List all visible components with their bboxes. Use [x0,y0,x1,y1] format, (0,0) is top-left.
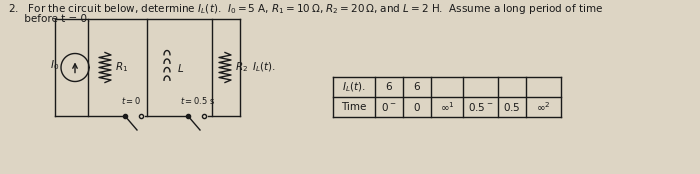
Text: $I_L(t).$: $I_L(t).$ [252,61,276,74]
Text: $\infty^2$: $\infty^2$ [536,101,551,113]
Text: 6: 6 [414,82,420,92]
Text: Time: Time [342,102,367,112]
Text: $L$: $L$ [177,61,184,73]
Text: $0.5^-$: $0.5^-$ [468,101,493,113]
Text: $I_L(t).$: $I_L(t).$ [342,80,366,94]
Text: $\infty^1$: $\infty^1$ [440,101,454,113]
Text: $0$: $0$ [413,101,421,113]
Text: 2.   For the circuit below, determine $I_L(t)$.  $I_0 = 5$ A, $R_1 = 10\,\Omega$: 2. For the circuit below, determine $I_L… [8,2,603,16]
Text: $t=0$: $t=0$ [121,95,141,106]
Text: 6: 6 [386,82,392,92]
Text: $0^-$: $0^-$ [382,101,397,113]
Text: $R_1$: $R_1$ [115,61,128,74]
Text: $I_0$: $I_0$ [50,59,60,72]
Text: before t = 0.: before t = 0. [8,14,90,24]
Text: $t=0.5$ s: $t=0.5$ s [181,95,216,106]
Text: $R_2$: $R_2$ [235,61,248,74]
Text: $0.5$: $0.5$ [503,101,521,113]
